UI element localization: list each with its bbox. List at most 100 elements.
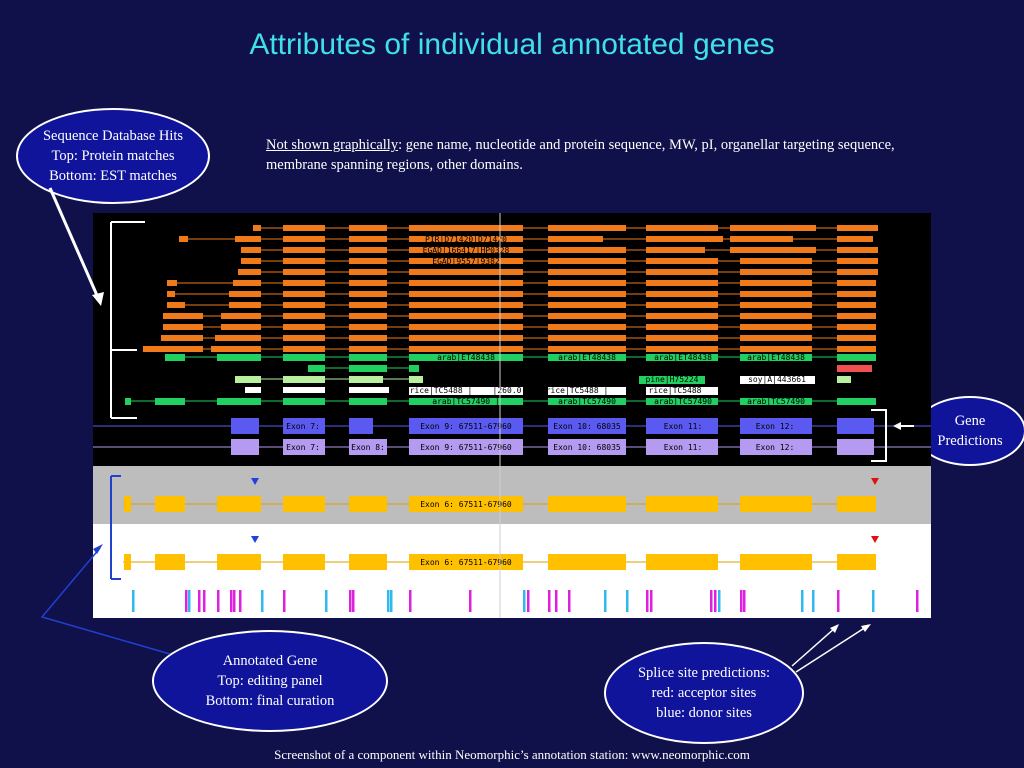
- est-hit-block: [283, 387, 325, 393]
- gene-pred-exon: [837, 418, 874, 434]
- acceptor-site-tick: [710, 590, 713, 612]
- note-underlined: Not shown graphically: [266, 137, 399, 153]
- protein-hit-block: [548, 258, 626, 264]
- protein-hit-block: [229, 302, 261, 308]
- annotated-exon: [124, 554, 131, 570]
- gene-pred-label: Exon 11:: [664, 443, 703, 452]
- annotated-exon-label: Exon 6: 67511-67960: [420, 500, 512, 509]
- protein-hit-block: [837, 335, 876, 341]
- protein-hit-block: [283, 346, 325, 352]
- est-hit-block: [349, 387, 389, 393]
- protein-hit-block: [740, 302, 812, 308]
- callout-line: Top: editing panel: [217, 673, 323, 689]
- protein-hit-block: [837, 236, 873, 242]
- gene-pred-exon: [349, 439, 387, 455]
- est-hit-block: [217, 354, 261, 361]
- annotated-exon-label: Exon 6: 67511-67960: [420, 558, 512, 567]
- protein-hit-block: [730, 247, 816, 253]
- est-hit-block: [165, 354, 185, 361]
- annotated-exon: [349, 554, 387, 570]
- protein-hit-block: [409, 269, 523, 275]
- protein-hit-block: [646, 324, 718, 330]
- est-hit-block: [308, 365, 325, 372]
- acceptor-site-tick: [239, 590, 242, 612]
- est-hit-block: [646, 387, 718, 395]
- donor-marker: [251, 478, 259, 485]
- protein-hit-block: [283, 291, 325, 297]
- est-hit-block: [245, 387, 261, 393]
- est-hit-block: [409, 398, 523, 405]
- gene-pred-exon: [283, 418, 325, 434]
- est-hit-block: [217, 398, 261, 405]
- protein-hit-block: [215, 335, 261, 341]
- protein-hit-block: [837, 247, 878, 253]
- est-hit-block: [125, 398, 131, 405]
- protein-hit-block: [740, 269, 812, 275]
- acceptor-site-tick: [555, 590, 558, 612]
- acceptor-site-tick: [349, 590, 352, 612]
- gene-pred-exon: [837, 439, 874, 455]
- gene-pred-exon: [740, 439, 812, 455]
- annotated-exon: [409, 496, 523, 512]
- acceptor-site-tick: [837, 590, 840, 612]
- genome-browser-panel[interactable]: PIR|D71420|D71420 EGAD|166417|HP0328 EGAD|…: [93, 213, 931, 618]
- protein-hit-block: [163, 313, 203, 319]
- callout-line: Predictions: [937, 433, 1003, 449]
- annotated-exon: [409, 554, 523, 570]
- acceptor-site-tick: [198, 590, 201, 612]
- annotated-exon: [283, 554, 325, 570]
- editing-panel-bg: [93, 466, 931, 524]
- acceptor-marker: [871, 478, 879, 485]
- protein-hit-block: [253, 225, 261, 231]
- callout-line: Top: Protein matches: [51, 148, 175, 164]
- protein-hit-block: [646, 247, 705, 253]
- protein-hit-block: [837, 225, 878, 231]
- donor-site-tick: [604, 590, 607, 612]
- genome-tracks-svg[interactable]: PIR|D71420|D71420 EGAD|166417|HP0328 EGAD|…: [93, 213, 931, 618]
- protein-hit-block: [837, 324, 876, 330]
- protein-hit-block: [221, 324, 261, 330]
- est-label: rice|TC5488: [649, 386, 702, 395]
- protein-hit-block: [238, 269, 261, 275]
- annotated-exon: [646, 554, 718, 570]
- protein-hit-block: [349, 247, 387, 253]
- protein-hit-block: [161, 335, 203, 341]
- est-hit-block: [349, 365, 387, 372]
- protein-label: EGAD|9557|9382: [432, 257, 500, 266]
- gene-pred-label: Exon 7:: [286, 422, 320, 431]
- gene-pred-exon: [646, 439, 718, 455]
- protein-hit-block: [349, 225, 387, 231]
- gene-pred-exon: [548, 418, 626, 434]
- protein-hit-block: [409, 335, 523, 341]
- est-hit-block: [548, 398, 626, 405]
- protein-hit-block: [740, 313, 812, 319]
- protein-hit-block: [548, 291, 626, 297]
- est-hit-block: [837, 398, 876, 405]
- acceptor-site-tick: [740, 590, 743, 612]
- est-label: arab|ET48438: [747, 353, 805, 362]
- note-text: Not shown graphically: gene name, nucleo…: [266, 135, 906, 175]
- arrowhead: [830, 624, 839, 633]
- acceptor-site-tick: [568, 590, 571, 612]
- protein-hit-block: [409, 280, 523, 286]
- est-hit-block: [349, 398, 387, 405]
- protein-hit-block: [646, 335, 718, 341]
- protein-hit-block: [283, 302, 325, 308]
- est-hit-block: [409, 365, 419, 372]
- donor-site-tick: [523, 590, 526, 612]
- est-label: pine|H75224: [646, 375, 699, 384]
- annotated-exon: [837, 554, 876, 570]
- est-hit-block: [740, 376, 815, 384]
- protein-hit-block: [548, 269, 626, 275]
- footer-caption: Screenshot of a component within Neomorp…: [274, 747, 750, 762]
- gene-pred-exon: [231, 418, 259, 434]
- protein-hit-block: [409, 313, 523, 319]
- arrow-splice-2: [795, 626, 867, 673]
- acceptor-site-tick: [352, 590, 355, 612]
- protein-hit-block: [837, 280, 876, 286]
- protein-hit-block: [646, 313, 718, 319]
- protein-hit-block: [349, 302, 387, 308]
- protein-hit-block: [837, 313, 876, 319]
- gene-pred-exon: [283, 439, 325, 455]
- acceptor-marker: [871, 536, 879, 543]
